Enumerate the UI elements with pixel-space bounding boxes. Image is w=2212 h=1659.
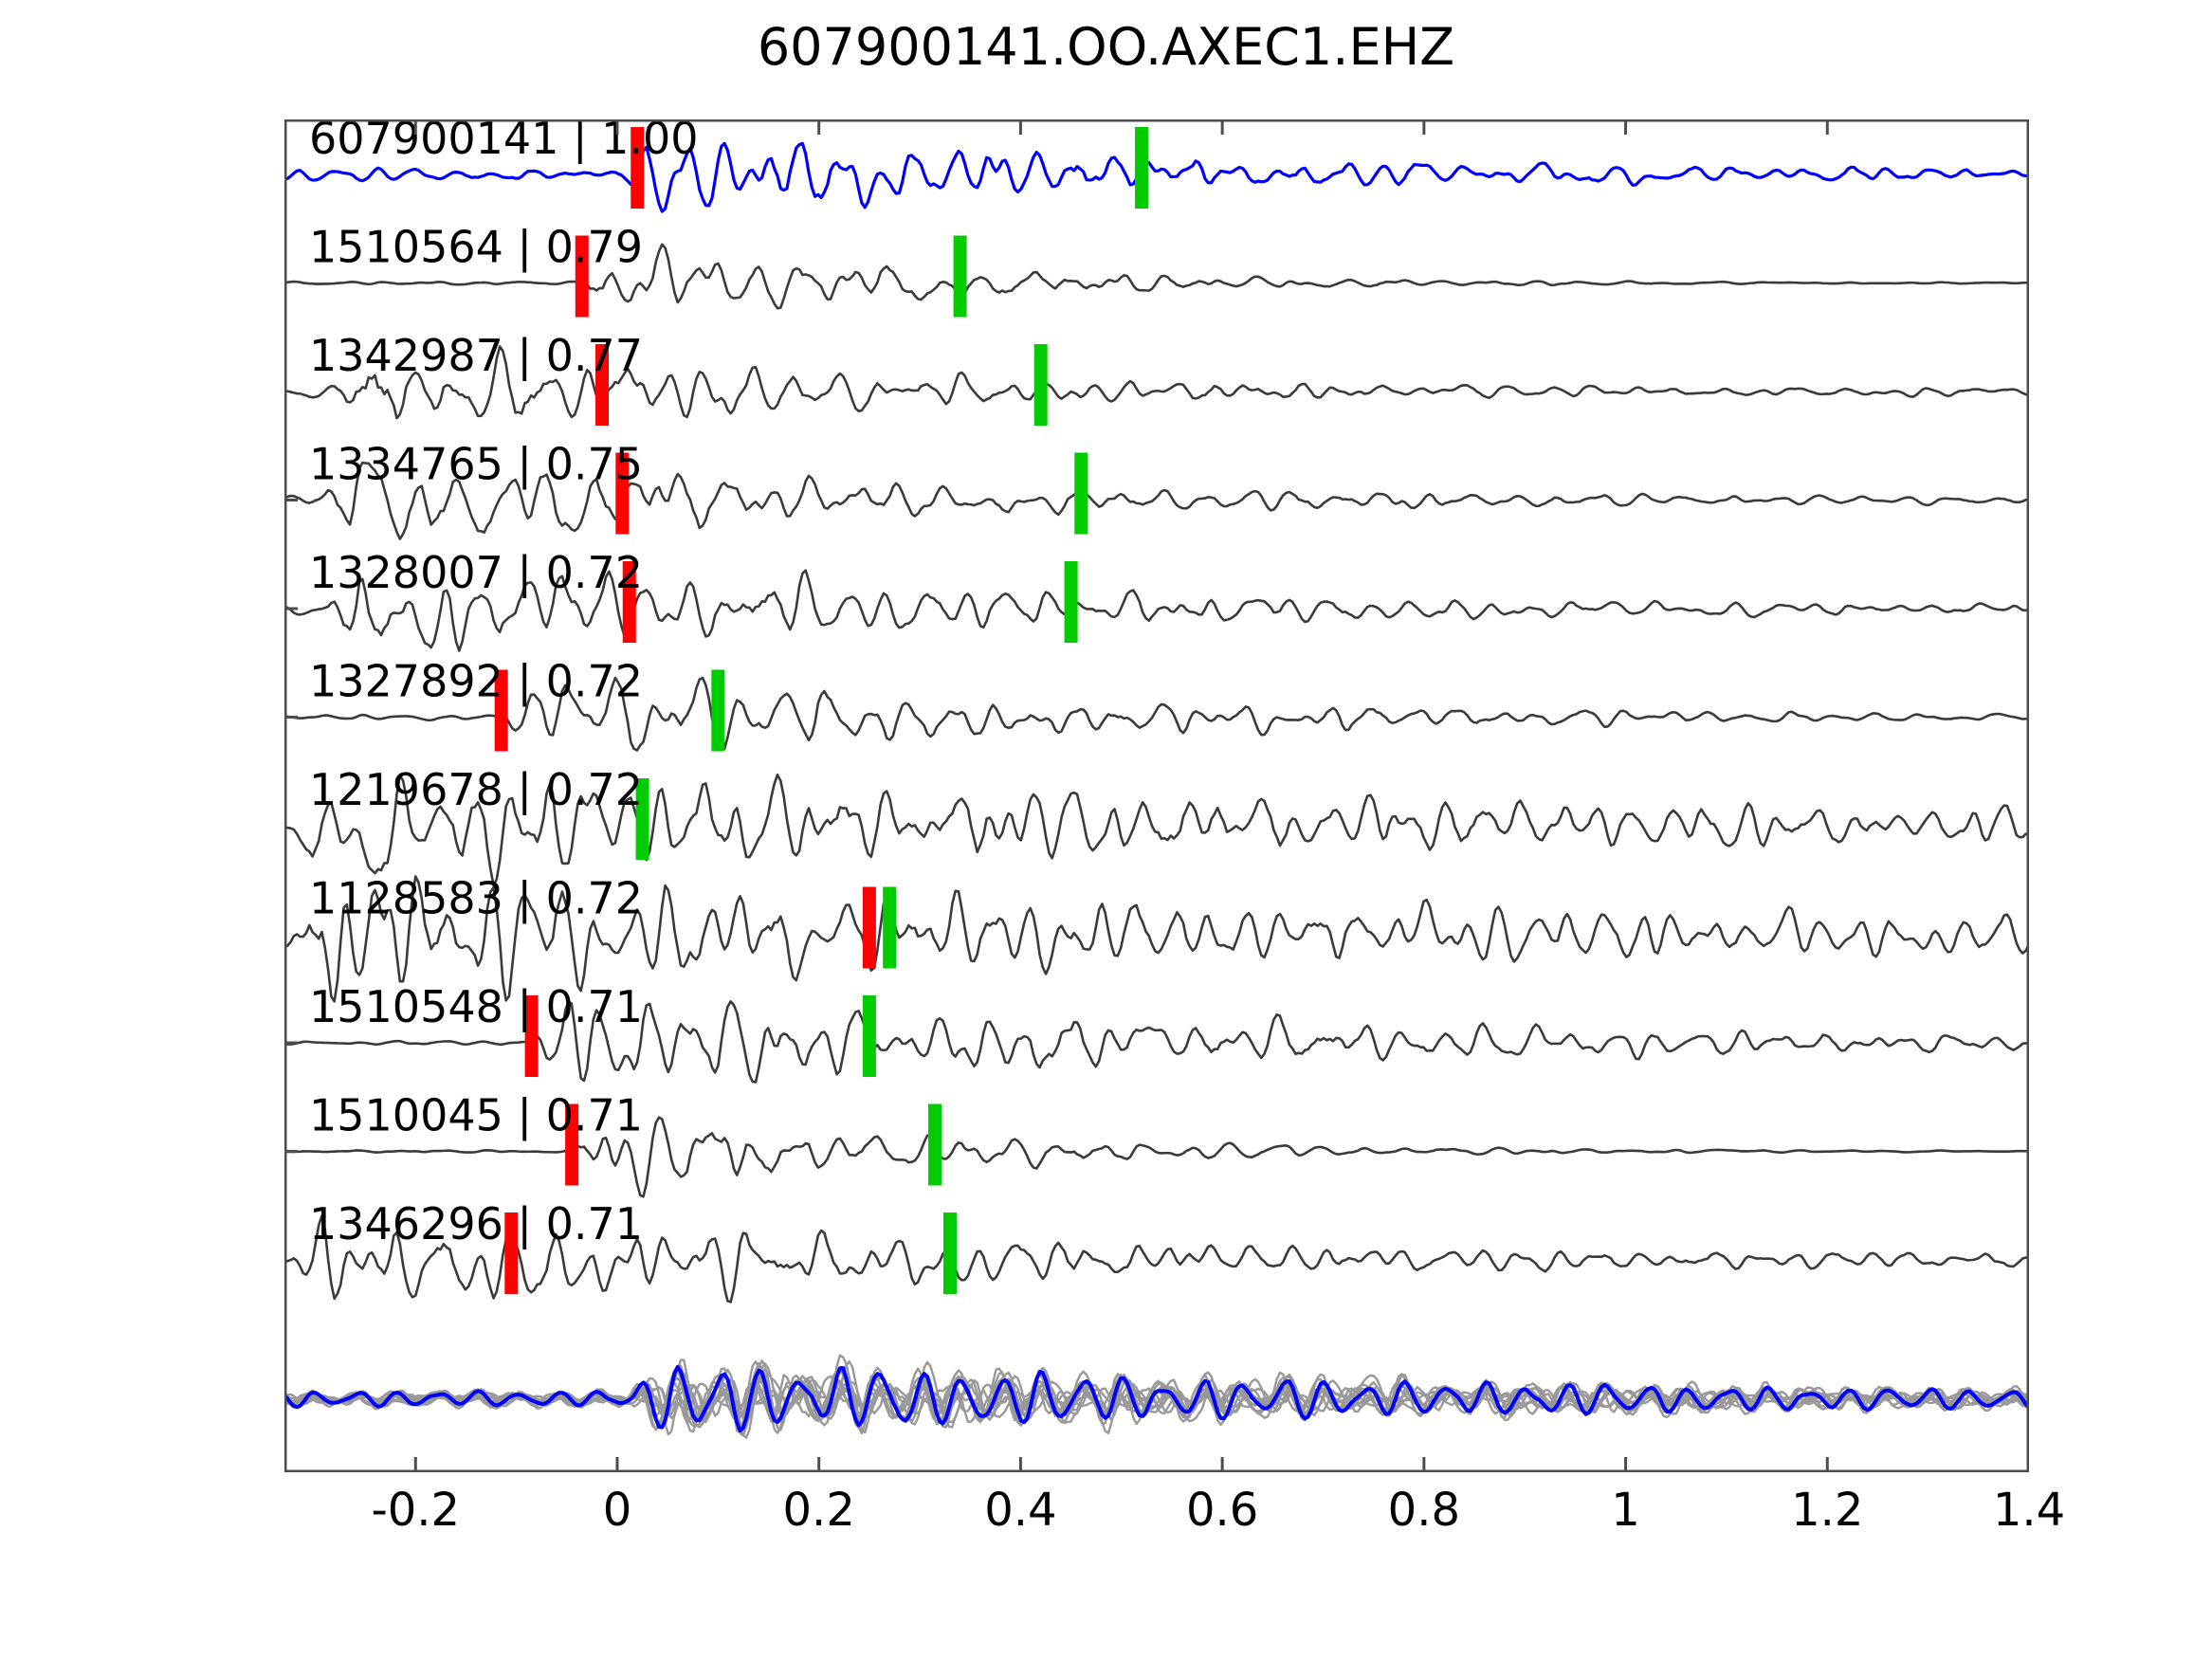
p-pick-marker	[615, 452, 630, 535]
p-pick-marker	[524, 995, 539, 1077]
axis-ticks-group	[284, 119, 1829, 1472]
plot-frame	[284, 119, 2029, 1472]
trace-label: 1334765 | 0.75	[309, 439, 643, 491]
x-tick-label: 1.2	[1791, 1484, 1864, 1537]
s-pick-marker	[711, 669, 725, 752]
p-pick-marker	[494, 669, 508, 752]
s-pick-marker	[1064, 561, 1078, 643]
x-axis-tick-labels: -0.2 0 0.2 0.4 0.6 0.8 1 1.2 1.4	[284, 1484, 2065, 1550]
p-pick-marker	[575, 235, 589, 318]
trace-label: 607900141 | 1.00	[309, 119, 699, 165]
x-tick-label: 0.2	[782, 1484, 855, 1537]
trace-label: 1328007 | 0.72	[309, 547, 643, 599]
waveform-trace	[284, 1214, 2029, 1304]
x-tick-label: 0.4	[984, 1484, 1057, 1537]
waveform-trace	[284, 243, 2029, 310]
s-pick-marker	[1033, 344, 1048, 426]
p-pick-marker	[565, 1103, 579, 1186]
x-tick-label: -0.2	[371, 1484, 461, 1537]
trace-labels-group: 607900141 | 1.00 1510564 | 0.79 1342987 | …	[309, 119, 699, 1250]
p-pick-marker	[595, 344, 610, 426]
trace-label: 1510564 | 0.79	[309, 222, 643, 274]
p-pick-marker	[631, 127, 645, 209]
trace-label: 1346296 | 0.71	[309, 1198, 643, 1250]
x-tick-label: 0	[602, 1484, 632, 1537]
x-tick-label: 1.4	[1992, 1484, 2066, 1537]
pick-markers-group	[494, 127, 1149, 1294]
s-pick-marker	[883, 886, 897, 969]
waveform-trace	[284, 461, 2029, 540]
stack-overlay-group	[284, 1354, 2029, 1439]
s-pick-marker	[928, 1103, 942, 1186]
trace-label: 1128583 | 0.72	[309, 873, 643, 925]
waveform-trace	[284, 676, 2029, 752]
s-pick-marker	[953, 235, 967, 318]
p-pick-marker	[862, 886, 876, 969]
waveform-trace	[284, 875, 2029, 1003]
s-pick-marker	[635, 778, 649, 860]
s-pick-marker	[1135, 127, 1149, 209]
page-title: 607900141.OO.AXEC1.EHZ	[757, 17, 1455, 77]
waveform-trace	[284, 1000, 2029, 1084]
stack-mean-trace	[284, 1364, 2029, 1433]
trace-label: 1342987 | 0.77	[309, 330, 643, 382]
trace-label: 1510548 | 0.71	[309, 981, 643, 1033]
waveform-trace	[284, 773, 2029, 887]
s-pick-marker	[1074, 452, 1088, 535]
waveform-trace	[284, 141, 2029, 213]
x-tick-label: 1	[1611, 1484, 1640, 1537]
x-tick-label: 0.6	[1185, 1484, 1259, 1537]
trace-label: 1327892 | 0.72	[309, 656, 643, 708]
trace-label: 1219678 | 0.72	[309, 764, 643, 816]
p-pick-marker	[622, 561, 636, 643]
traces-group	[284, 141, 2029, 1304]
s-pick-marker	[942, 1212, 957, 1294]
trace-label: 1510045 | 0.71	[309, 1090, 643, 1142]
p-pick-marker	[504, 1212, 519, 1294]
x-tick-label: 0.8	[1387, 1484, 1461, 1537]
s-pick-marker	[862, 995, 876, 1077]
waveform-trace	[284, 345, 2029, 420]
waveform-trace	[284, 569, 2029, 652]
plot-background	[284, 119, 2029, 1472]
waveform-plot: 607900141 | 1.00 1510564 | 0.79 1342987 | …	[284, 119, 2029, 1472]
plot-area: 607900141 | 1.00 1510564 | 0.79 1342987 | …	[284, 119, 2029, 1472]
